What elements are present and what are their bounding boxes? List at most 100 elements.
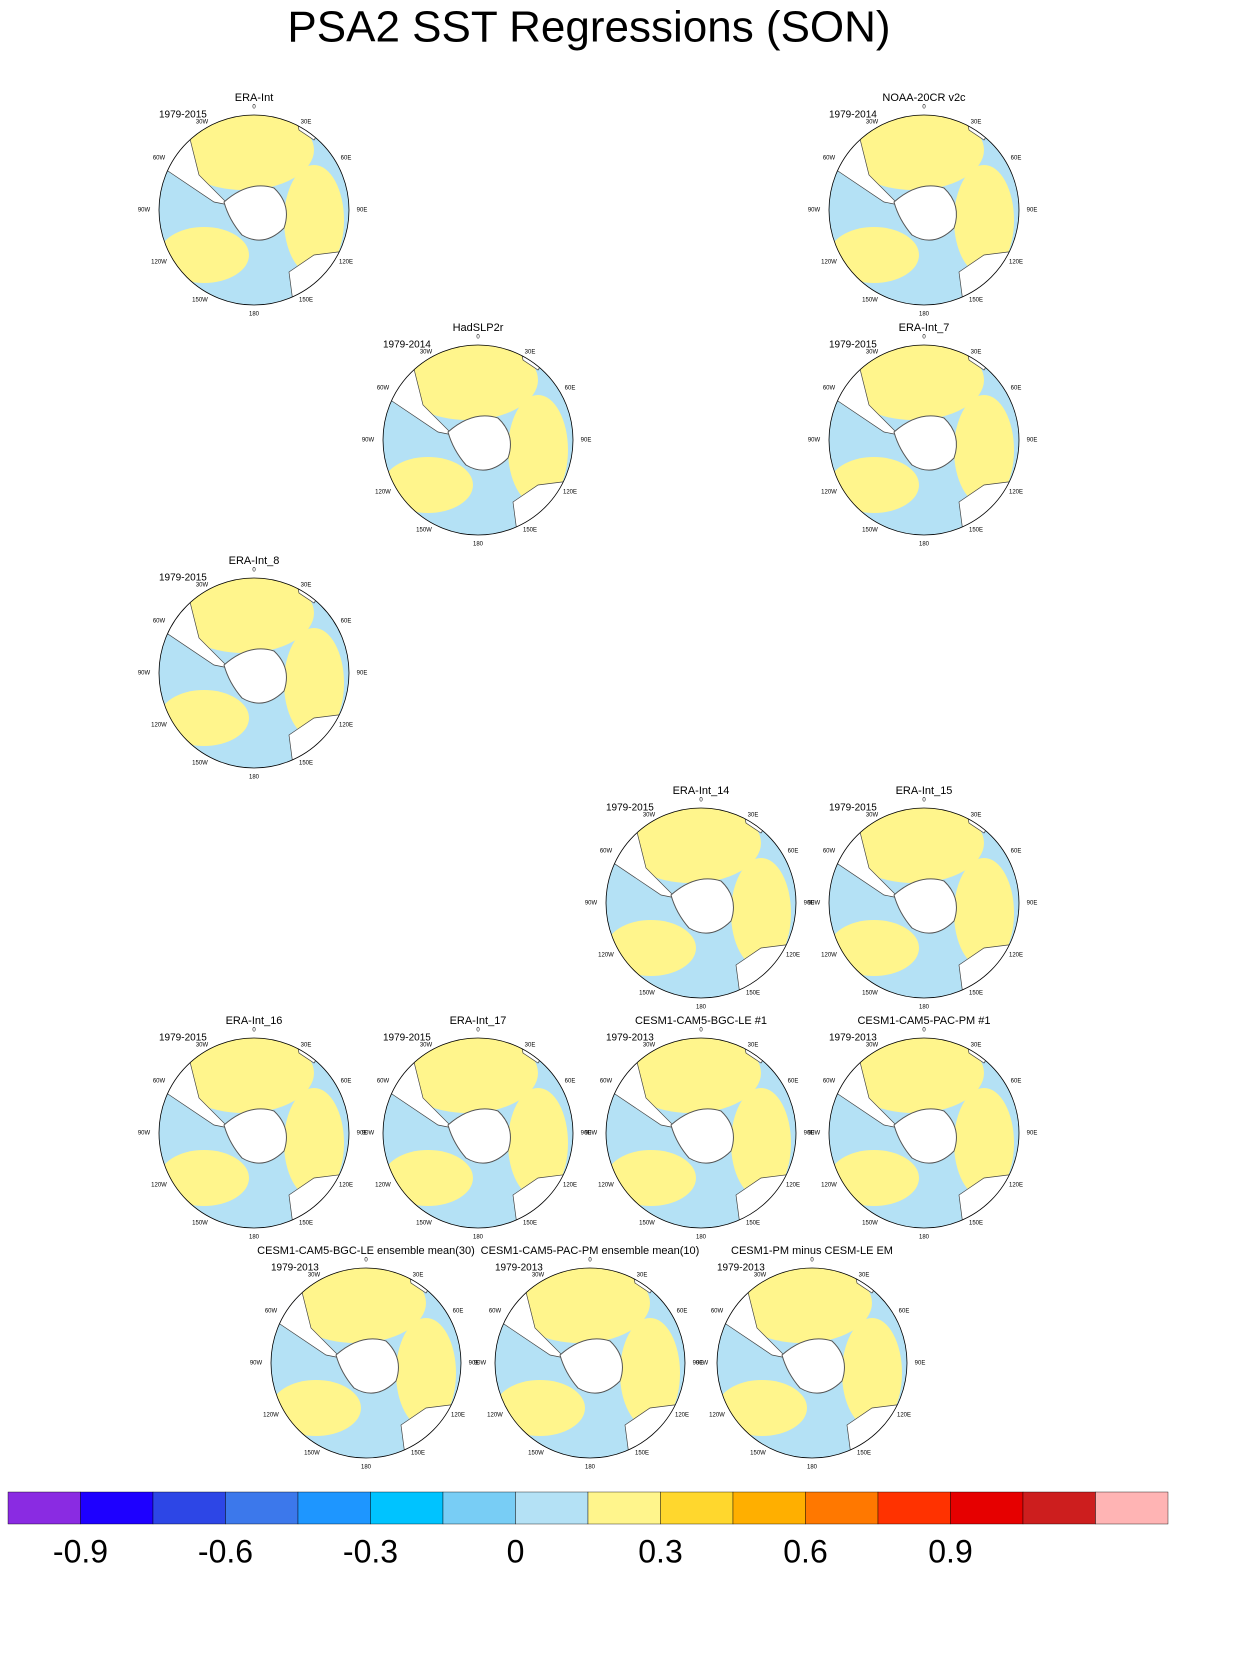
antarctica [559,1338,623,1394]
colorbar-box [805,1491,879,1525]
panel-period: 1979-2013 [271,1263,319,1274]
positive-anomaly [606,920,696,976]
longitude-label: 150W [862,1221,878,1227]
longitude-label: 90E [693,1361,704,1367]
longitude-label: 180 [249,312,260,318]
panel-period: 1979-2013 [717,1263,765,1274]
positive-anomaly [508,395,568,505]
longitude-label: 180 [807,1465,818,1471]
antarctica [447,415,511,471]
longitude-label: 30W [196,1043,209,1049]
south-america [159,1038,231,1129]
longitude-label: 90E [1027,901,1038,907]
map-panel: CESM1-CAM5-PAC-PM #1 1979-2013 0 30E 60E 90E 1… [808,1015,1038,1241]
map-border [716,1267,908,1459]
longitude-label: 90W [474,1361,487,1367]
antarctica [670,1108,734,1164]
longitude-label: 30E [971,350,982,356]
map-border [382,344,574,536]
south-america [829,1038,901,1129]
longitude-label: 90W [362,1131,375,1137]
longitude-label: 180 [919,312,930,318]
map-field [829,115,1019,305]
longitude-label: 120W [151,1183,167,1189]
longitude-label: 180 [919,542,930,548]
positive-anomaly [829,227,919,283]
longitude-label: 90E [581,1131,592,1137]
longitude-label: 60W [377,1079,390,1085]
longitude-label: 90E [804,901,815,907]
panel-period: 1979-2014 [829,110,877,121]
longitude-label: 0 [810,1258,814,1264]
positive-anomaly [398,345,538,420]
positive-anomaly [732,1268,872,1343]
positive-anomaly [174,1038,314,1113]
longitude-label: 30E [301,1043,312,1049]
longitude-label: 120W [375,1183,391,1189]
longitude-label: 120W [151,260,167,266]
panel-title: ERA-Int_16 [226,1015,283,1027]
colorbar-box [1095,1491,1169,1525]
longitude-label: 120W [598,953,614,959]
longitude-label: 120E [897,1413,911,1419]
longitude-label: 0 [588,1258,592,1264]
longitude-label: 30E [525,1043,536,1049]
longitude-label: 150W [416,1221,432,1227]
longitude-label: 90W [250,1361,263,1367]
south-america [829,345,901,436]
longitude-label: 120E [451,1413,465,1419]
longitude-label: 0 [699,1028,703,1034]
longitude-label: 30E [525,350,536,356]
longitude-label: 60E [1011,156,1022,162]
longitude-label: 120W [375,490,391,496]
longitude-label: 30W [643,1043,656,1049]
colorbar-box [877,1491,951,1525]
panel-title: ERA-Int_7 [899,322,950,334]
longitude-label: 180 [473,542,484,548]
positive-anomaly [495,1380,585,1436]
longitude-label: 0 [699,798,703,804]
longitude-label: 30E [301,583,312,589]
longitude-label: 30W [866,813,879,819]
longitude-label: 120W [151,723,167,729]
panel-title: ERA-Int_14 [673,785,730,797]
longitude-label: 150W [862,298,878,304]
south-america [717,1268,789,1359]
map-panel: CESM1-CAM5-PAC-PM ensemble mean(10) 1979-… [474,1245,704,1471]
map-border [828,1037,1020,1229]
antarctica [893,1108,957,1164]
longitude-label: 180 [696,1005,707,1011]
map-field [159,1038,349,1228]
longitude-label: 150W [192,761,208,767]
longitude-label: 60E [565,386,576,392]
panel-period: 1979-2015 [383,1033,431,1044]
longitude-label: 120W [487,1413,503,1419]
longitude-label: 90E [357,671,368,677]
longitude-label: 0 [252,1028,256,1034]
map-field [159,578,349,768]
longitude-label: 60E [1011,849,1022,855]
longitude-label: 150E [523,528,537,534]
longitude-label: 30E [413,1273,424,1279]
longitude-label: 0 [476,1028,480,1034]
positive-anomaly [844,345,984,420]
longitude-label: 120W [821,490,837,496]
longitude-label: 90W [585,901,598,907]
longitude-label: 90W [138,671,151,677]
longitude-label: 30E [748,1043,759,1049]
longitude-label: 90W [696,1361,709,1367]
colorbar-tick-label: 0 [507,1533,525,1569]
map-border [382,1037,574,1229]
positive-anomaly [717,1380,807,1436]
longitude-label: 0 [922,1028,926,1034]
longitude-label: 30W [754,1273,767,1279]
longitude-label: 180 [696,1235,707,1241]
longitude-label: 150W [750,1451,766,1457]
longitude-label: 60W [823,1079,836,1085]
longitude-label: 150E [523,1221,537,1227]
longitude-label: 180 [919,1005,930,1011]
longitude-label: 120E [1009,490,1023,496]
antarctica [893,185,957,241]
longitude-label: 0 [476,335,480,341]
positive-anomaly [286,1268,426,1343]
